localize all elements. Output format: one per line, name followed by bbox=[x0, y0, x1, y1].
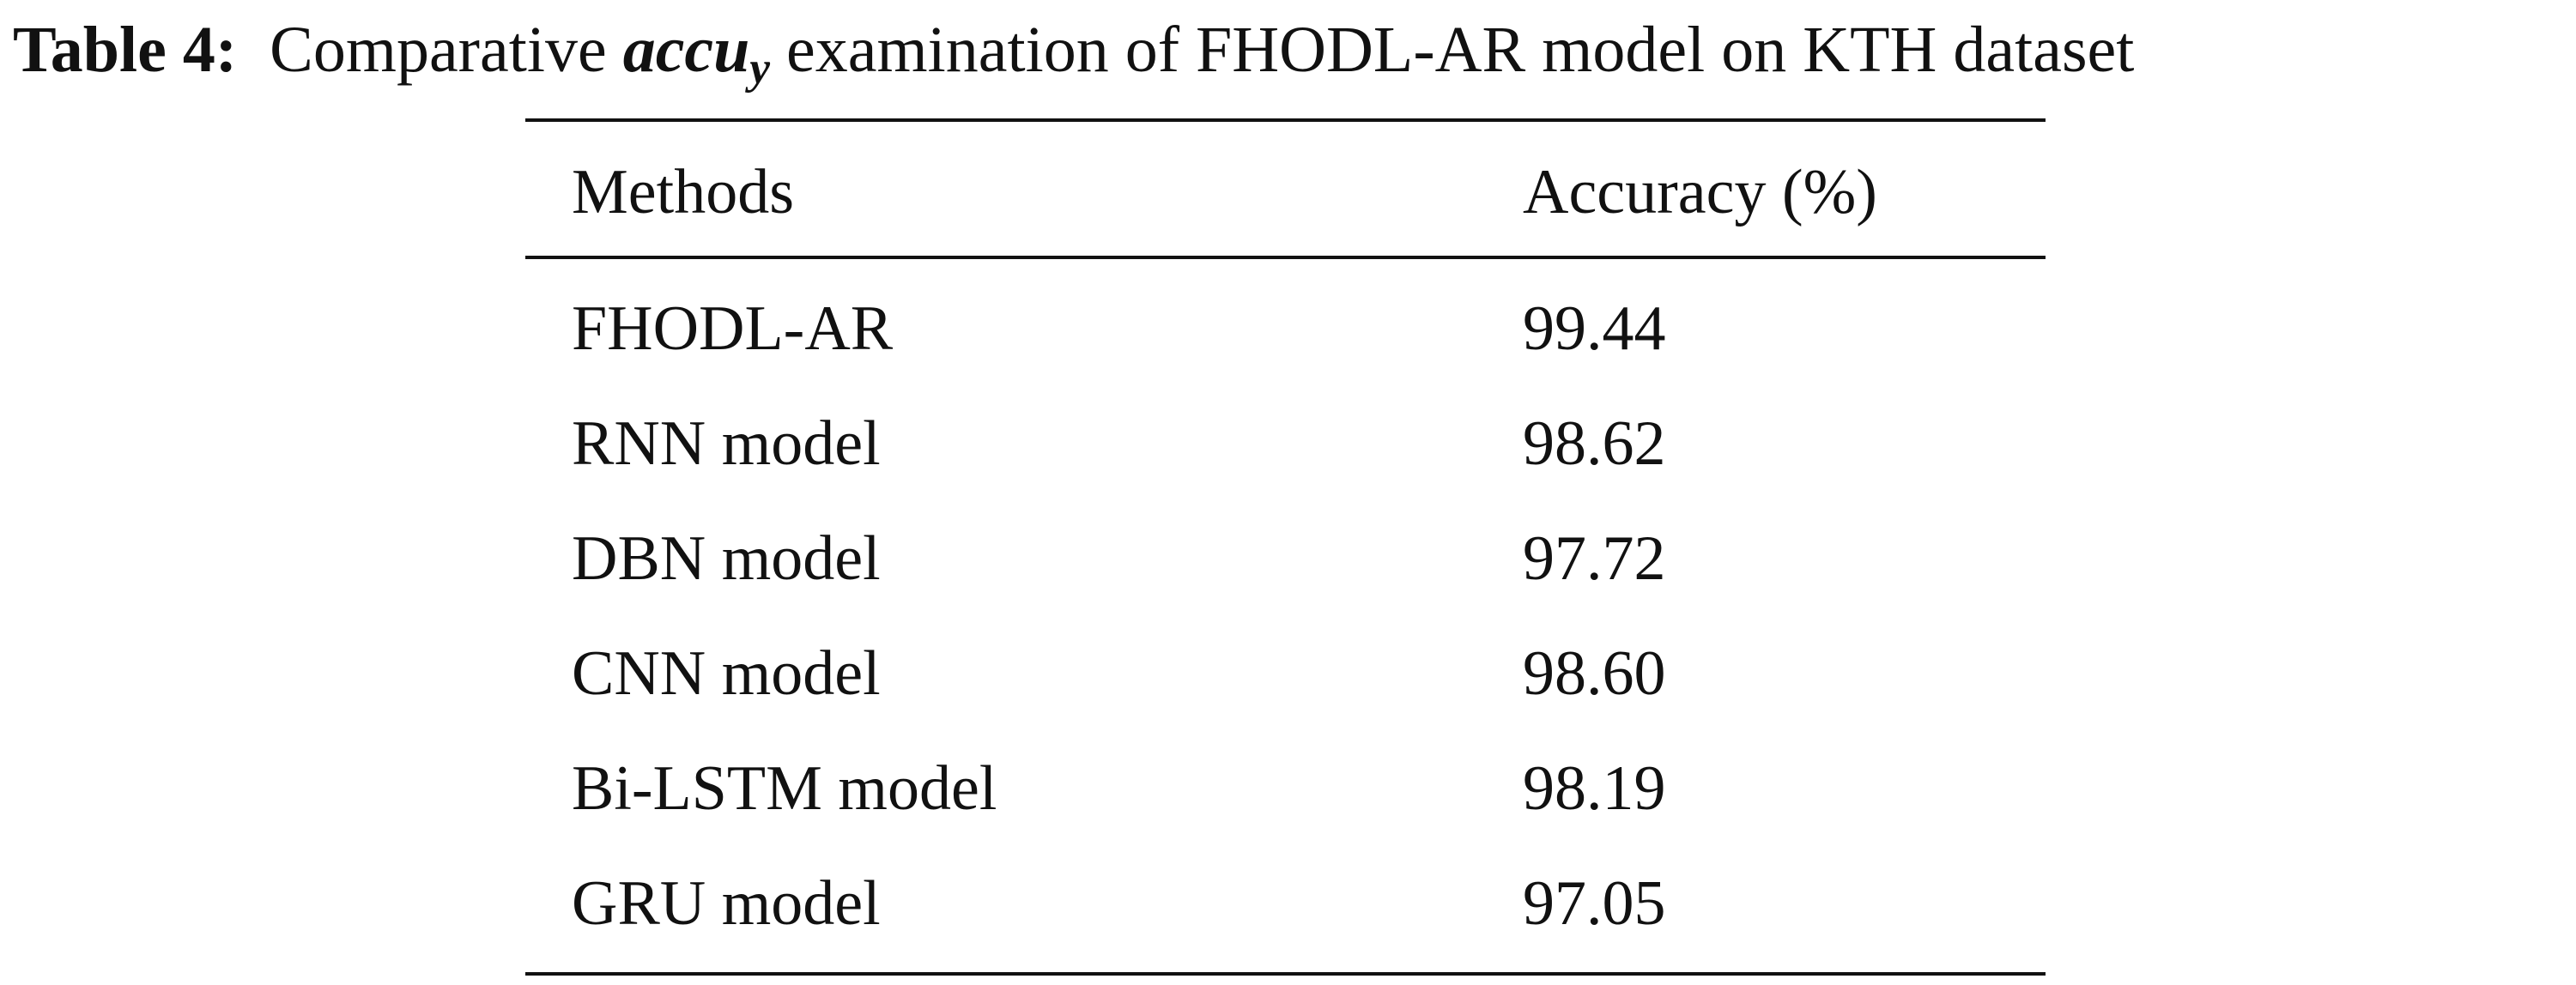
caption-term: accuy bbox=[622, 14, 770, 90]
method-cell: GRU model bbox=[572, 868, 881, 939]
top-rule bbox=[525, 118, 2046, 122]
accuracy-cell: 97.72 bbox=[1523, 523, 1666, 594]
method-cell: DBN model bbox=[572, 523, 881, 594]
caption-label: Table 4: bbox=[13, 14, 238, 86]
accuracy-cell: 99.44 bbox=[1523, 293, 1666, 364]
accuracy-cell: 97.05 bbox=[1523, 868, 1666, 939]
bottom-rule bbox=[525, 972, 2046, 976]
method-cell: FHODL-AR bbox=[572, 293, 894, 364]
method-cell: CNN model bbox=[572, 638, 881, 709]
header-cell: Methods bbox=[572, 157, 794, 227]
table-caption: Table 4: Comparative accuy examination o… bbox=[13, 7, 2567, 93]
accuracy-cell: 98.19 bbox=[1523, 753, 1666, 824]
method-cell: RNN model bbox=[572, 408, 881, 479]
caption-text: Comparative bbox=[270, 14, 607, 86]
caption-text: examination of FHODL-AR model on KTH dat… bbox=[786, 14, 2135, 86]
method-cell: Bi-LSTM model bbox=[572, 753, 997, 824]
accuracy-cell: 98.60 bbox=[1523, 638, 1666, 709]
caption-term-subscript: y bbox=[749, 42, 771, 94]
header-rule bbox=[525, 256, 2046, 259]
accuracy-cell: 98.62 bbox=[1523, 408, 1666, 479]
header-cell: Accuracy (%) bbox=[1523, 157, 1877, 227]
caption-term-base: accu bbox=[622, 14, 750, 86]
